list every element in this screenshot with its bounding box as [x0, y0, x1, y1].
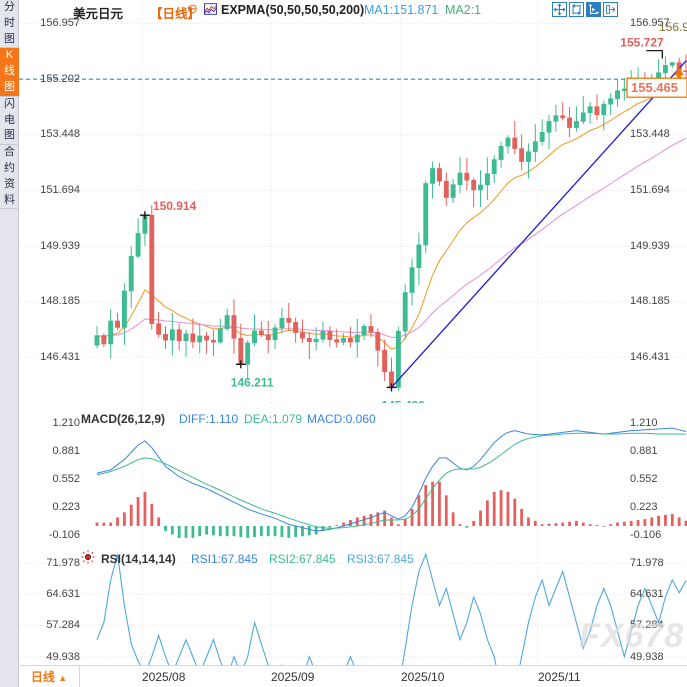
svg-text:155.465: 155.465 — [631, 80, 678, 95]
svg-text:150.914: 150.914 — [153, 199, 197, 213]
svg-text:155.727: 155.727 — [620, 36, 664, 50]
svg-text:146.211: 146.211 — [231, 375, 274, 389]
